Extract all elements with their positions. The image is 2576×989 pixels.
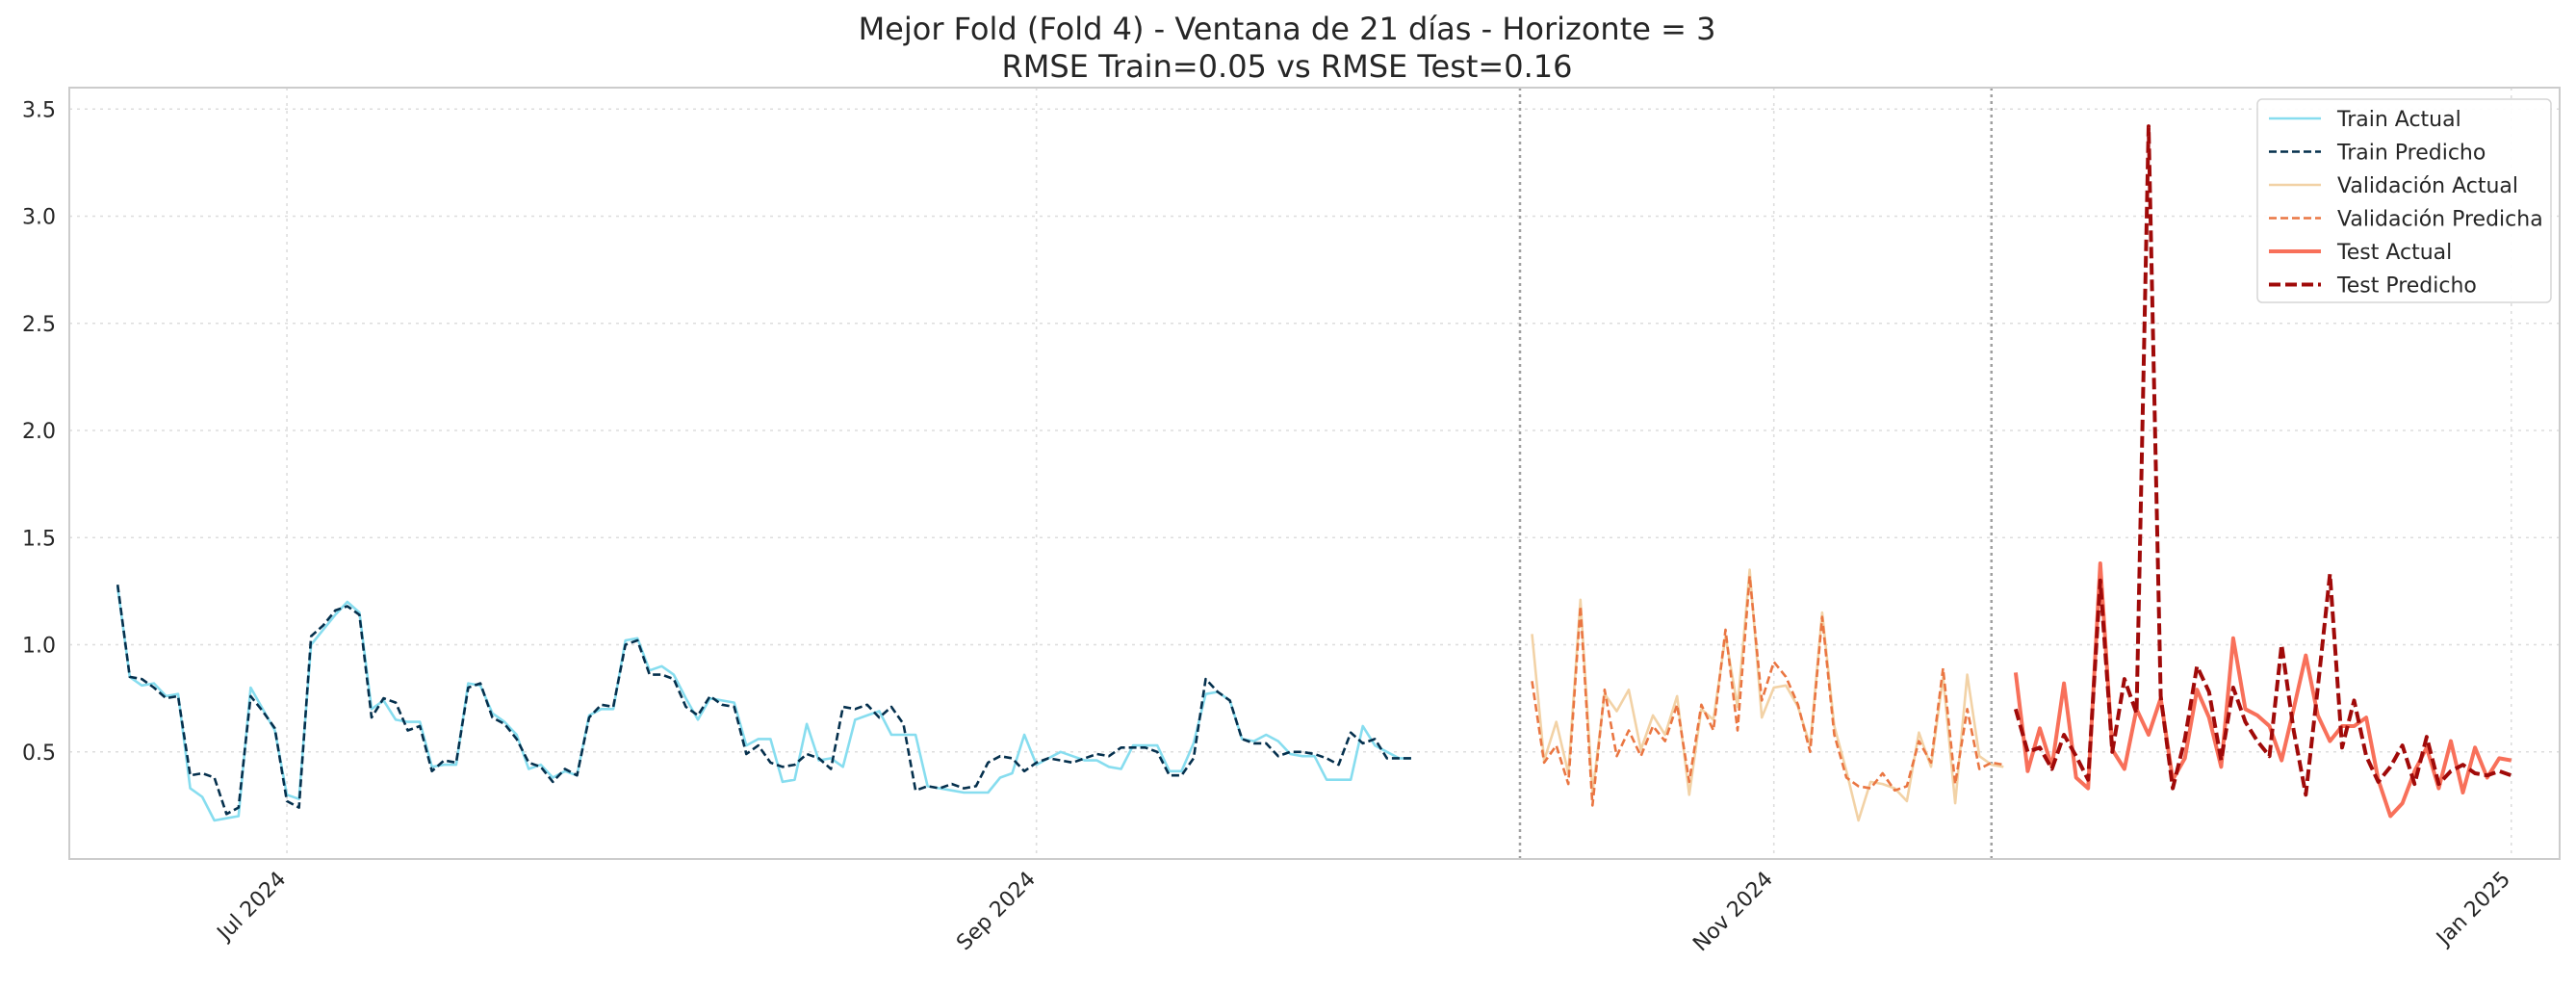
legend-label: Train Predicho	[2336, 142, 2486, 166]
y-tick-label: 3.5	[22, 98, 56, 122]
series-line-train-actual	[116, 586, 1411, 822]
split-markers	[1518, 88, 1994, 859]
legend-label: Train Actual	[2336, 108, 2461, 132]
y-tick-label: 0.5	[22, 742, 56, 766]
legend-label: Test Actual	[2336, 241, 2452, 265]
x-tick-label: Jan 2025	[2431, 868, 2515, 952]
y-tick-label: 1.0	[22, 635, 56, 659]
legend-label: Test Predicho	[2336, 274, 2477, 299]
x-tick-label: Jul 2024	[212, 868, 291, 947]
grid	[69, 88, 2560, 859]
y-tick-label: 1.5	[22, 527, 56, 551]
series-lines	[116, 124, 2512, 822]
legend-label: Validación Predicha	[2337, 208, 2543, 232]
series-line-train-predicho	[116, 585, 1411, 816]
y-tick-label: 2.5	[22, 313, 56, 337]
y-tick-label: 3.0	[22, 206, 56, 230]
series-line-test-predicho	[2013, 124, 2512, 797]
chart-subtitle: RMSE Train=0.05 vs RMSE Test=0.16	[1002, 48, 1573, 85]
legend-box	[2256, 98, 2552, 303]
x-tick-label: Sep 2024	[952, 868, 1041, 956]
series-line-validacion-predicha	[1531, 574, 2004, 807]
plot-frame	[68, 87, 2561, 860]
y-tick-label: 2.0	[22, 420, 56, 444]
series-line-validacion-actual	[1531, 568, 2004, 822]
x-tick-label: Nov 2024	[1688, 868, 1778, 957]
x-axis-ticks: Jul 2024 Sep 2024 Nov 2024 Jan 2025	[212, 868, 2515, 957]
y-axis-ticks: 0.5 1.0 1.5 2.0 2.5 3.0 3.5	[22, 98, 56, 766]
chart-title: Mejor Fold (Fold 4) - Ventana de 21 días…	[859, 11, 1716, 47]
legend-label: Validación Actual	[2337, 174, 2518, 198]
legend: Train Actual Train Predicho Validación Act…	[2256, 98, 2552, 303]
